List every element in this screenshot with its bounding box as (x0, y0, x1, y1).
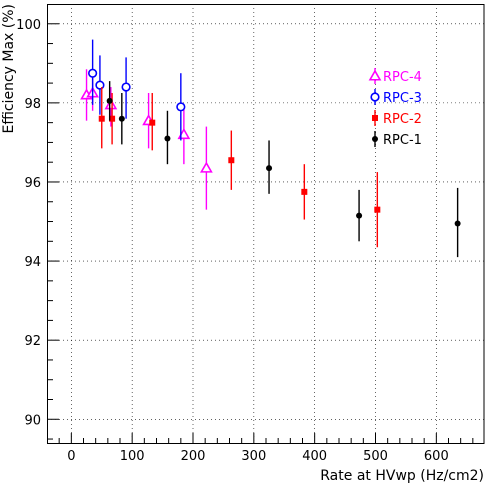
x-tick-label: 600 (424, 449, 449, 464)
series-rpc-1 (106, 81, 461, 258)
data-point (88, 68, 98, 78)
data-point (149, 119, 156, 126)
data-series (80, 39, 461, 258)
x-tick-label: 400 (302, 449, 327, 464)
legend-marker (372, 136, 378, 142)
legend-label: RPC-4 (383, 70, 422, 85)
data-point (106, 97, 113, 104)
plot-frame (47, 4, 485, 444)
data-point (301, 188, 308, 195)
data-point (200, 161, 213, 173)
data-point (454, 220, 461, 227)
x-tick-label: 300 (241, 449, 266, 464)
legend: RPC-4 RPC-3 RPC-2 RPC-1 (368, 68, 422, 148)
legend-marker (372, 115, 378, 121)
series-rpc-3 (88, 39, 186, 141)
data-point (118, 115, 125, 122)
y-tick-label: 96 (24, 176, 41, 191)
data-point (228, 157, 235, 164)
legend-marker (370, 92, 380, 102)
legend-entry: RPC-3 (370, 89, 422, 106)
legend-label: RPC-3 (383, 91, 422, 106)
y-axis-label: Efficiency Max (%) (1, 4, 17, 134)
legend-entry: RPC-2 (372, 110, 422, 127)
legend-entry: RPC-1 (372, 131, 422, 148)
y-tick-label: 100 (16, 18, 41, 33)
series-rpc-4 (80, 69, 213, 210)
data-point (374, 206, 381, 213)
data-point (176, 102, 186, 112)
data-point (266, 165, 273, 172)
y-tick-label: 94 (24, 255, 41, 270)
series-rpc-2 (98, 87, 381, 248)
y-tick-label: 90 (24, 413, 41, 428)
data-point (109, 115, 116, 122)
legend-label: RPC-2 (383, 112, 422, 127)
data-point (98, 115, 105, 122)
data-point (121, 82, 131, 92)
x-axis-label: Rate at HVwp (Hz/cm2) (320, 468, 484, 483)
legend-entry: RPC-4 (368, 68, 422, 85)
x-tick-label: 200 (181, 449, 206, 464)
data-point (95, 80, 105, 90)
x-tick-label: 100 (120, 449, 145, 464)
legend-marker (368, 69, 382, 81)
x-tick-label: 0 (67, 449, 75, 464)
data-point (164, 135, 171, 142)
y-tick-label: 98 (24, 97, 41, 112)
data-point (104, 98, 118, 110)
data-point (356, 212, 363, 219)
axis-ticks: 0 100 200 300 400 500 600 90 92 94 96 98 100 (16, 18, 474, 464)
legend-label: RPC-1 (383, 133, 422, 148)
y-tick-label: 92 (24, 334, 41, 349)
x-tick-label: 500 (363, 449, 388, 464)
